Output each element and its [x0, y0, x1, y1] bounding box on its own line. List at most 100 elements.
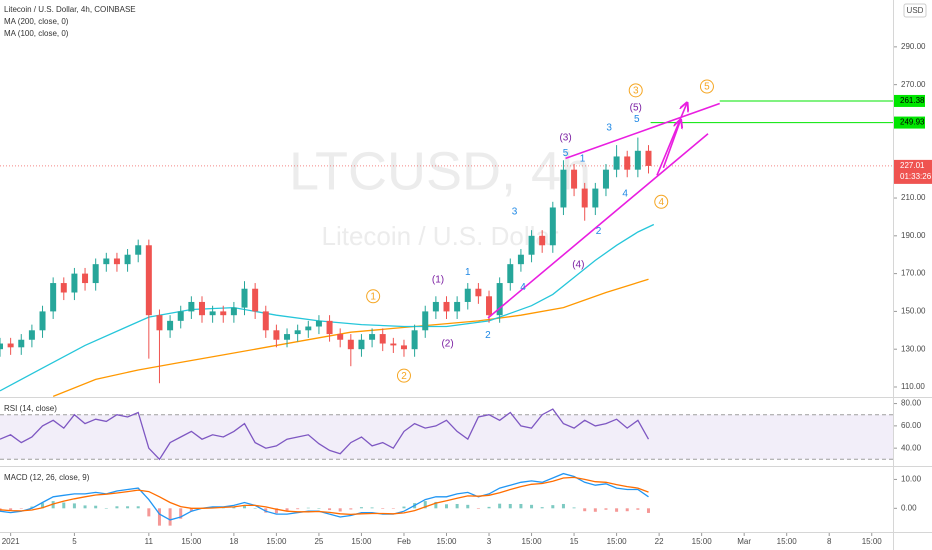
histogram-bar: [94, 505, 98, 509]
candle-body: [379, 334, 386, 344]
histogram-bar: [126, 506, 130, 509]
candle-body: [337, 334, 344, 340]
histogram-bar: [540, 507, 544, 509]
trendline: [565, 102, 720, 160]
candle-body: [124, 254, 131, 265]
candle-body: [549, 207, 556, 246]
histogram-bar: [604, 508, 608, 510]
x-tick-label: 3: [487, 537, 492, 546]
histogram-bar: [317, 508, 321, 509]
candle-body: [315, 320, 322, 327]
histogram-bar: [359, 507, 363, 509]
histogram-bar: [530, 504, 534, 509]
histogram-bar: [487, 506, 491, 509]
x-tick-label: 15:00: [777, 537, 798, 546]
histogram-bar: [593, 508, 597, 512]
histogram-bar: [508, 503, 512, 509]
histogram-bar: [498, 503, 502, 509]
wave-label: 5: [704, 82, 710, 93]
candle-body: [92, 264, 99, 284]
countdown-label: 01:33:26: [900, 172, 932, 181]
wave-label: 2: [401, 371, 407, 382]
wave-label: 3: [512, 206, 518, 217]
x-tick-label: 15:00: [862, 537, 883, 546]
indicator-label: MA (200, close, 0): [4, 17, 69, 26]
candle-body: [177, 311, 184, 321]
candle-body: [507, 264, 514, 284]
candle-body: [486, 296, 493, 316]
histogram-bar: [625, 508, 629, 512]
histogram-bar: [402, 506, 406, 509]
candle-body: [528, 235, 535, 255]
x-tick-label: 15:00: [436, 537, 457, 546]
candle-body: [220, 311, 227, 316]
histogram-bar: [30, 506, 34, 509]
x-tick-label: 15:00: [181, 537, 202, 546]
wave-label: 1: [580, 153, 586, 164]
histogram-bar: [572, 507, 576, 509]
wave-circle: [396, 368, 411, 383]
candle-body: [454, 301, 461, 312]
candle-body: [145, 245, 152, 316]
histogram-bar: [636, 508, 640, 510]
x-tick-label: 15:00: [522, 537, 543, 546]
histogram-bar: [62, 502, 66, 509]
y-tick-label: 190.00: [901, 231, 926, 240]
wave-label: 1: [370, 291, 376, 302]
histogram-bar: [136, 506, 140, 509]
histogram-bar: [179, 508, 183, 519]
currency-badge[interactable]: [903, 3, 927, 18]
candle-body: [252, 288, 259, 312]
candle-body: [634, 150, 641, 170]
candle-body: [496, 283, 503, 316]
histogram-bar: [423, 501, 427, 509]
y-tick-label: 60.00: [901, 421, 922, 430]
candle-body: [305, 326, 312, 331]
last-price-label: 227.01: [900, 161, 925, 170]
candle-body: [156, 315, 163, 331]
wave-label: 3: [633, 85, 639, 96]
histogram-bar: [19, 508, 23, 509]
y-tick-label: 40.00: [901, 443, 922, 452]
candle-body: [230, 307, 237, 316]
candle-body: [28, 330, 35, 340]
histogram-bar: [583, 508, 587, 512]
indicator-label: MACD (12, 26, close, 9): [4, 473, 90, 482]
candle-body: [571, 169, 578, 189]
histogram-bar: [9, 508, 13, 511]
y-tick-label: 110.00: [901, 382, 925, 391]
wave-label: 5: [563, 148, 569, 159]
indicator-label: MA (100, close, 0): [4, 29, 69, 38]
histogram-bar: [328, 508, 332, 511]
moving-average: [0, 223, 655, 392]
histogram-bar: [646, 508, 650, 513]
candle-body: [475, 288, 482, 297]
wave-label: 4: [658, 197, 664, 208]
macd-line: [0, 476, 649, 516]
candle-body: [602, 169, 609, 189]
candle-body: [167, 320, 174, 331]
currency-label[interactable]: USD: [907, 6, 924, 15]
wave-label: (3): [559, 133, 571, 144]
candle-body: [539, 235, 546, 246]
candle-body: [517, 254, 524, 265]
wave-label: 4: [520, 282, 526, 293]
histogram-bar: [615, 508, 619, 512]
price-label-box: [894, 94, 925, 107]
histogram-bar: [370, 507, 374, 509]
candle-body: [422, 311, 429, 331]
x-tick-label: 25: [314, 537, 323, 546]
x-tick-label: 18: [229, 537, 238, 546]
wave-label: 1: [465, 267, 471, 278]
wave-label: (2): [441, 339, 453, 350]
arrow: [656, 104, 687, 176]
y-tick-label: 210.00: [901, 193, 926, 202]
candle-body: [592, 188, 599, 208]
candle-body: [645, 150, 652, 166]
wave-circle: [699, 79, 714, 94]
histogram-bar: [285, 508, 289, 512]
candle-body: [347, 339, 354, 350]
x-tick-label: 2021: [2, 537, 20, 546]
